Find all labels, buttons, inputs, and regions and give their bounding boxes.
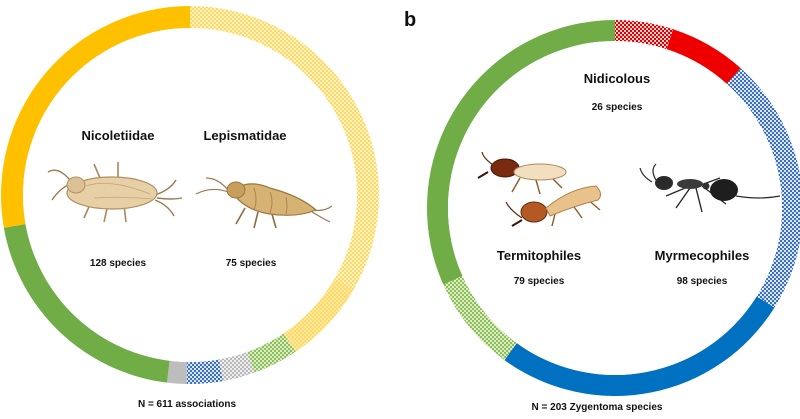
panel-a-ring-segment-6 [166,360,188,384]
nicoletiidae-illustration [47,162,183,223]
family-1-name: Nicoletiidae [82,128,155,143]
panel-a-ring-segment-2 [283,278,354,352]
family-2-name: Lepismatidae [203,128,286,143]
panel-a-ring [0,6,379,384]
ant-illustration [639,163,781,213]
panel-a-ring-segment-7 [3,223,170,383]
group-2-name: Termitophiles [497,248,581,263]
panel-b-ring-segment-4 [504,296,775,396]
panel-a-ring-inner-circle [23,28,357,362]
group-1-name: Nidicolous [584,71,650,86]
panel-b-footer: N = 203 Zygentoma species [532,402,663,413]
panel-b-ring-segment-5 [443,275,517,361]
panel-a-footer: N = 611 associations [138,399,237,410]
family-1-count: 128 species [90,258,147,269]
lepismatidae-illustration [195,177,333,229]
panel-b-ring-segment-6 [426,20,615,285]
termite-illustration [477,151,602,227]
panel-a-ring-segment-5 [186,359,223,384]
panel-b-ring-inner-circle [448,41,782,375]
group-2-count: 79 species [514,276,565,287]
group-3-count: 98 species [677,276,728,287]
panel-a-ring-segment-4 [218,351,255,382]
panel-a-ring-segment-3 [247,333,296,373]
group-1-count: 26 species [592,102,643,113]
family-2-count: 75 species [226,258,277,269]
panel-a-ring-segment-1 [190,6,379,290]
panel-a-ring-segment-8 [0,6,190,228]
group-3-name: Myrmecophiles [655,248,750,263]
panel-b-ring-segment-1 [615,20,674,50]
panel-b-label: b [404,9,416,31]
panel-b-ring [426,20,800,396]
panel-b-ring-segment-2 [666,29,741,84]
panel-b-ring-segment-3 [726,68,800,308]
